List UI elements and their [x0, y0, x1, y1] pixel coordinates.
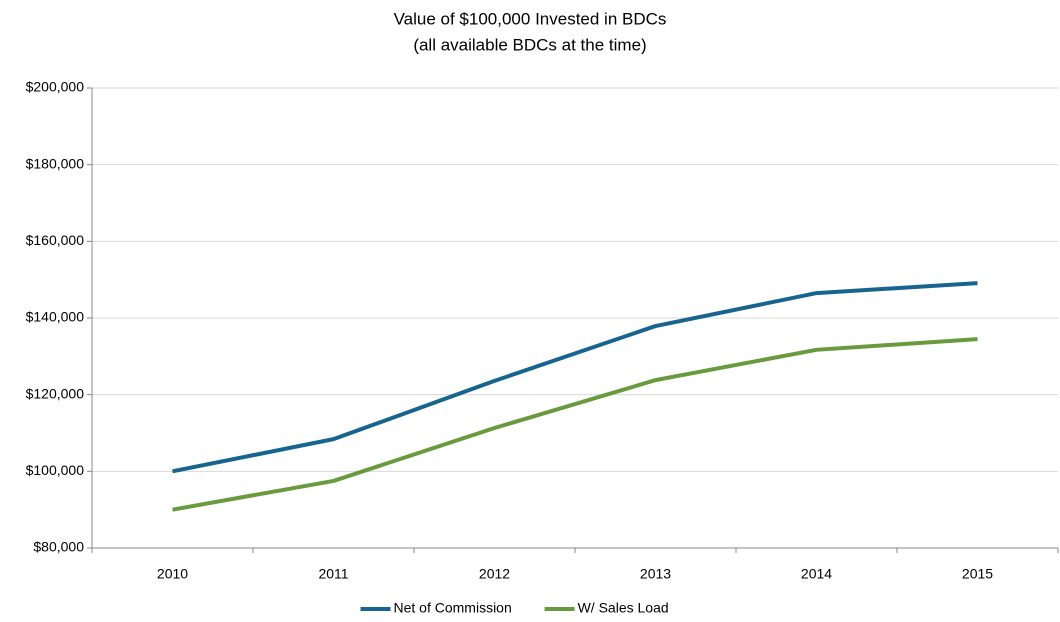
series-line	[172, 281, 978, 474]
y-tick-label: $160,000	[26, 232, 85, 248]
y-tick-label: $100,000	[26, 462, 85, 478]
y-tick-label: $200,000	[26, 79, 85, 95]
legend-label: W/ Sales Load	[578, 600, 669, 616]
x-tick-label: 2013	[640, 566, 671, 582]
x-tick-label: 2015	[962, 566, 993, 582]
x-tick-label: 2012	[479, 566, 510, 582]
y-tick-label: $180,000	[26, 155, 85, 171]
series-line	[172, 337, 978, 512]
y-tick-label: $140,000	[26, 309, 85, 325]
chart-subtitle: (all available BDCs at the time)	[413, 35, 646, 54]
chart-title: Value of $100,000 Invested in BDCs	[394, 9, 667, 28]
y-tick-label: $80,000	[33, 539, 84, 555]
x-tick-label: 2011	[318, 566, 348, 582]
x-tick-label: 2010	[157, 566, 188, 582]
legend-label: Net of Commission	[394, 600, 512, 616]
x-tick-label: 2014	[801, 566, 832, 582]
y-tick-label: $120,000	[26, 385, 85, 401]
